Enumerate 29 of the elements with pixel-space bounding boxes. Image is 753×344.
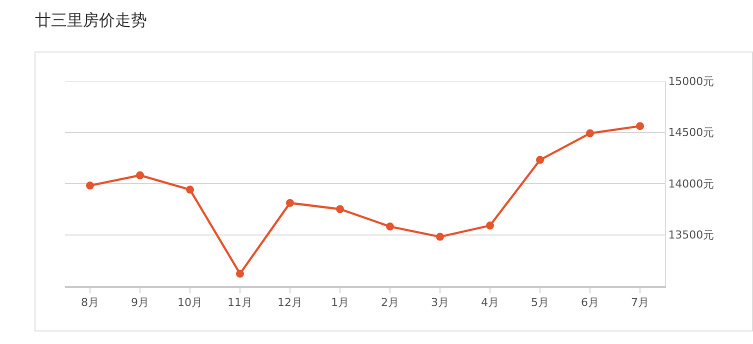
- x-tick-label: 1月: [331, 296, 349, 310]
- x-tick-label: 8月: [81, 296, 99, 310]
- point: [86, 182, 94, 190]
- point: [536, 156, 544, 164]
- x-tick-label: 10月: [178, 296, 202, 310]
- point: [586, 129, 594, 138]
- x-tick-label: 7月: [631, 296, 649, 310]
- y-tick-label: 14500元: [668, 126, 714, 140]
- point: [636, 122, 644, 130]
- x-tick-label: 12月: [278, 296, 302, 310]
- point: [336, 205, 344, 214]
- point: [286, 198, 294, 207]
- x-tick-label: 2月: [381, 296, 399, 310]
- point: [186, 186, 194, 194]
- point: [386, 222, 394, 231]
- x-tick-label: 11月: [228, 296, 252, 310]
- x-tick-label: 9月: [131, 296, 149, 310]
- point: [236, 270, 244, 278]
- point: [136, 171, 144, 180]
- x-tick-label: 5月: [531, 296, 549, 310]
- x-tick-label: 6月: [581, 296, 599, 310]
- y-tick-label: 15000元: [668, 74, 714, 88]
- y-tick-label: 13500元: [668, 228, 714, 242]
- point: [436, 232, 444, 241]
- chart-title: 廿三里房价走势: [35, 10, 147, 30]
- y-tick-label: 14000元: [668, 177, 714, 190]
- x-tick-label: 4月: [481, 296, 499, 310]
- x-tick-label: 3月: [431, 296, 449, 310]
- point: [486, 222, 494, 230]
